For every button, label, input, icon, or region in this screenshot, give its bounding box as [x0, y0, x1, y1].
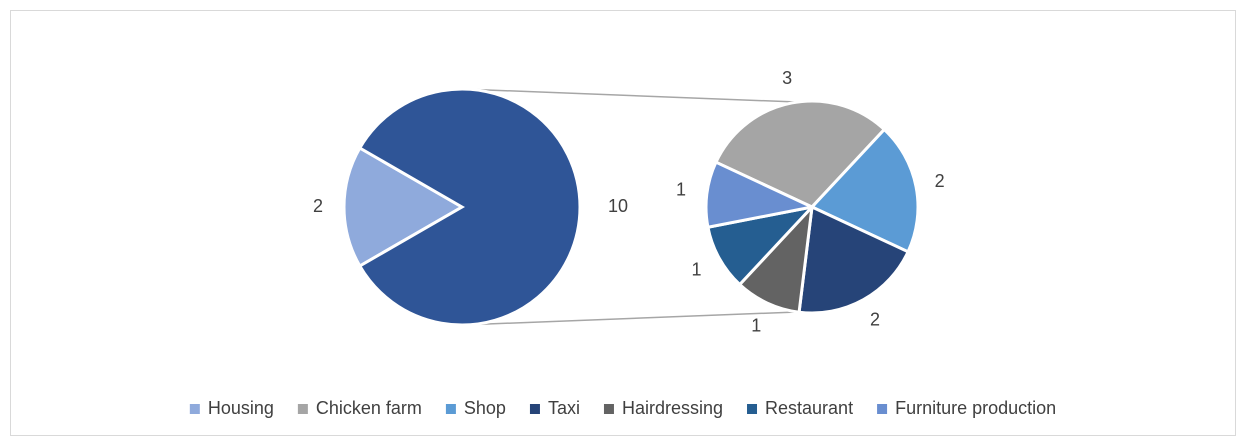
main-label-other: 10 [608, 196, 628, 216]
secondary-label-hairdressing: 1 [751, 315, 761, 335]
main-pie [342, 87, 582, 327]
connector-line-bottom [461, 311, 798, 326]
main-slice-other [357, 87, 582, 327]
legend-label-furniture-production: Furniture production [895, 398, 1056, 418]
secondary-pie [704, 99, 920, 315]
legend-swatch-taxi [529, 404, 540, 414]
legend: Housing Chicken farm Shop Taxi Hairdressing R… [189, 398, 1056, 418]
connector-line-top [461, 88, 798, 103]
secondary-slice-furniture-production [704, 160, 817, 229]
legend-item-restaurant: Restaurant [747, 398, 853, 418]
data-labels: 2 10 3 2 2 1 1 1 [313, 68, 945, 335]
legend-label-restaurant: Restaurant [765, 398, 853, 418]
connector-lines [461, 88, 798, 326]
legend-label-housing: Housing [208, 398, 274, 418]
legend-swatch-hairdressing [603, 404, 614, 414]
legend-label-taxi: Taxi [548, 398, 580, 418]
main-label-housing: 2 [313, 196, 323, 216]
main-slice-housing [342, 145, 466, 269]
legend-swatch-chicken-farm [297, 404, 308, 414]
secondary-label-restaurant: 1 [692, 260, 702, 280]
legend-swatch-furniture-production [877, 404, 888, 414]
legend-swatch-restaurant [747, 404, 758, 414]
secondary-slice-shop [809, 127, 920, 254]
legend-swatch-housing [189, 404, 200, 414]
legend-label-hairdressing: Hairdressing [622, 398, 723, 418]
secondary-label-chicken-farm: 3 [782, 68, 792, 88]
secondary-label-furniture-production: 1 [676, 180, 686, 200]
legend-item-hairdressing: Hairdressing [603, 398, 723, 418]
legend-item-housing: Housing [189, 398, 274, 418]
legend-swatch-shop [445, 404, 456, 414]
legend-item-taxi: Taxi [529, 398, 580, 418]
secondary-label-taxi: 2 [870, 309, 880, 329]
secondary-label-shop: 2 [935, 171, 945, 191]
legend-item-chicken-farm: Chicken farm [297, 398, 422, 418]
chart-frame [10, 10, 1236, 436]
legend-label-chicken-farm: Chicken farm [316, 398, 422, 418]
legend-label-shop: Shop [464, 398, 506, 418]
secondary-slice-taxi [797, 204, 911, 315]
legend-item-furniture-production: Furniture production [877, 398, 1056, 418]
legend-item-shop: Shop [445, 398, 506, 418]
